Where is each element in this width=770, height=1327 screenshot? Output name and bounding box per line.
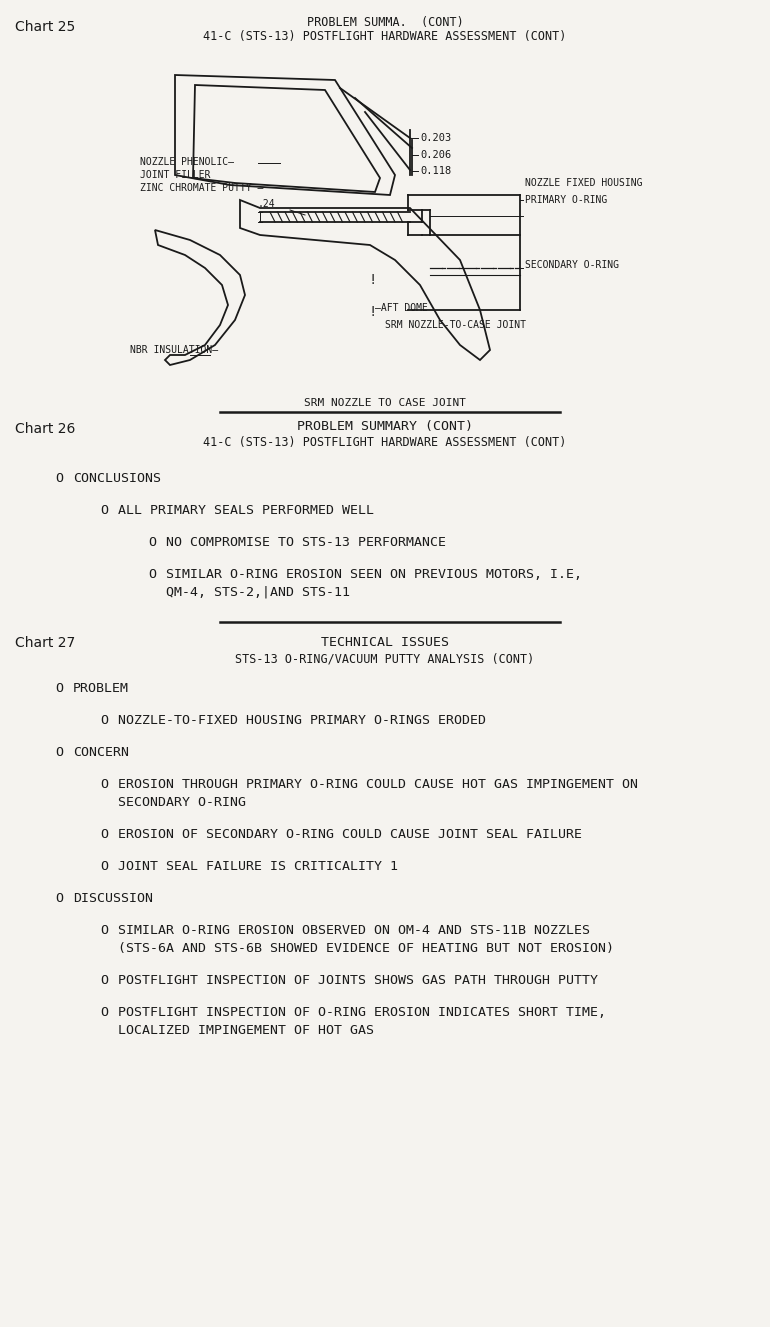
Text: SIMILAR O-RING EROSION SEEN ON PREVIOUS MOTORS, I.E,: SIMILAR O-RING EROSION SEEN ON PREVIOUS … bbox=[166, 568, 582, 581]
Text: LOCALIZED IMPINGEMENT OF HOT GAS: LOCALIZED IMPINGEMENT OF HOT GAS bbox=[118, 1024, 374, 1036]
Text: O: O bbox=[100, 778, 108, 791]
Text: O: O bbox=[100, 860, 108, 873]
Text: JOINT FILLER: JOINT FILLER bbox=[140, 170, 210, 180]
Text: O: O bbox=[55, 682, 63, 695]
Text: O: O bbox=[100, 714, 108, 727]
Text: O: O bbox=[55, 746, 63, 759]
Text: !: ! bbox=[369, 305, 377, 318]
Text: SRM NOZZLE TO CASE JOINT: SRM NOZZLE TO CASE JOINT bbox=[304, 398, 466, 407]
Text: 0.206: 0.206 bbox=[420, 150, 451, 161]
Text: ZINC CHROMATE PUTTY —: ZINC CHROMATE PUTTY — bbox=[140, 183, 263, 192]
Text: Chart 26: Chart 26 bbox=[15, 422, 75, 437]
Text: O: O bbox=[148, 536, 156, 549]
Text: SECONDARY O-RING: SECONDARY O-RING bbox=[525, 260, 619, 269]
Text: EROSION THROUGH PRIMARY O-RING COULD CAUSE HOT GAS IMPINGEMENT ON: EROSION THROUGH PRIMARY O-RING COULD CAU… bbox=[118, 778, 638, 791]
Text: PRIMARY O-RING: PRIMARY O-RING bbox=[525, 195, 608, 204]
Text: NBR INSULATION—: NBR INSULATION— bbox=[130, 345, 218, 356]
Text: PROBLEM SUMMARY (CONT): PROBLEM SUMMARY (CONT) bbox=[297, 421, 473, 433]
Text: CONCLUSIONS: CONCLUSIONS bbox=[73, 472, 161, 484]
Text: SIMILAR O-RING EROSION OBSERVED ON OM-4 AND STS-11B NOZZLES: SIMILAR O-RING EROSION OBSERVED ON OM-4 … bbox=[118, 924, 590, 937]
Text: O: O bbox=[148, 568, 156, 581]
Text: O: O bbox=[55, 892, 63, 905]
Text: SRM NOZZLE-TO-CASE JOINT: SRM NOZZLE-TO-CASE JOINT bbox=[385, 320, 526, 330]
Text: PROBLEM SUMMA.  (CONT): PROBLEM SUMMA. (CONT) bbox=[306, 16, 464, 29]
Text: O: O bbox=[100, 924, 108, 937]
Text: O: O bbox=[55, 472, 63, 484]
Text: ALL PRIMARY SEALS PERFORMED WELL: ALL PRIMARY SEALS PERFORMED WELL bbox=[118, 504, 374, 518]
Text: NO COMPROMISE TO STS-13 PERFORMANCE: NO COMPROMISE TO STS-13 PERFORMANCE bbox=[166, 536, 446, 549]
Text: TECHNICAL ISSUES: TECHNICAL ISSUES bbox=[321, 636, 449, 649]
Text: .24: .24 bbox=[258, 199, 276, 208]
Text: Chart 25: Chart 25 bbox=[15, 20, 75, 35]
Text: —AFT DOME: —AFT DOME bbox=[375, 303, 428, 313]
Text: NOZZLE-TO-FIXED HOUSING PRIMARY O-RINGS ERODED: NOZZLE-TO-FIXED HOUSING PRIMARY O-RINGS … bbox=[118, 714, 486, 727]
Text: (STS-6A AND STS-6B SHOWED EVIDENCE OF HEATING BUT NOT EROSION): (STS-6A AND STS-6B SHOWED EVIDENCE OF HE… bbox=[118, 942, 614, 955]
Text: 0.118: 0.118 bbox=[420, 166, 451, 176]
Text: Chart 27: Chart 27 bbox=[15, 636, 75, 650]
Text: NOZZLE PHENOLIC—: NOZZLE PHENOLIC— bbox=[140, 157, 234, 167]
Text: POSTFLIGHT INSPECTION OF O-RING EROSION INDICATES SHORT TIME,: POSTFLIGHT INSPECTION OF O-RING EROSION … bbox=[118, 1006, 606, 1019]
Text: JOINT SEAL FAILURE IS CRITICALITY 1: JOINT SEAL FAILURE IS CRITICALITY 1 bbox=[118, 860, 398, 873]
Text: 0.203: 0.203 bbox=[420, 133, 451, 143]
Text: O: O bbox=[100, 504, 108, 518]
Text: QM-4, STS-2,|AND STS-11: QM-4, STS-2,|AND STS-11 bbox=[166, 587, 350, 598]
Text: NOZZLE FIXED HOUSING: NOZZLE FIXED HOUSING bbox=[525, 178, 642, 188]
Text: 41-C (STS-13) POSTFLIGHT HARDWARE ASSESSMENT (CONT): 41-C (STS-13) POSTFLIGHT HARDWARE ASSESS… bbox=[203, 31, 567, 42]
Text: STS-13 O-RING/VACUUM PUTTY ANALYSIS (CONT): STS-13 O-RING/VACUUM PUTTY ANALYSIS (CON… bbox=[236, 652, 534, 665]
Text: SECONDARY O-RING: SECONDARY O-RING bbox=[118, 796, 246, 809]
Text: POSTFLIGHT INSPECTION OF JOINTS SHOWS GAS PATH THROUGH PUTTY: POSTFLIGHT INSPECTION OF JOINTS SHOWS GA… bbox=[118, 974, 598, 987]
Text: EROSION OF SECONDARY O-RING COULD CAUSE JOINT SEAL FAILURE: EROSION OF SECONDARY O-RING COULD CAUSE … bbox=[118, 828, 582, 841]
Text: O: O bbox=[100, 1006, 108, 1019]
Text: CONCERN: CONCERN bbox=[73, 746, 129, 759]
Text: !: ! bbox=[369, 273, 377, 287]
Text: PROBLEM: PROBLEM bbox=[73, 682, 129, 695]
Text: O: O bbox=[100, 828, 108, 841]
Text: O: O bbox=[100, 974, 108, 987]
Text: DISCUSSION: DISCUSSION bbox=[73, 892, 153, 905]
Text: 41-C (STS-13) POSTFLIGHT HARDWARE ASSESSMENT (CONT): 41-C (STS-13) POSTFLIGHT HARDWARE ASSESS… bbox=[203, 437, 567, 449]
